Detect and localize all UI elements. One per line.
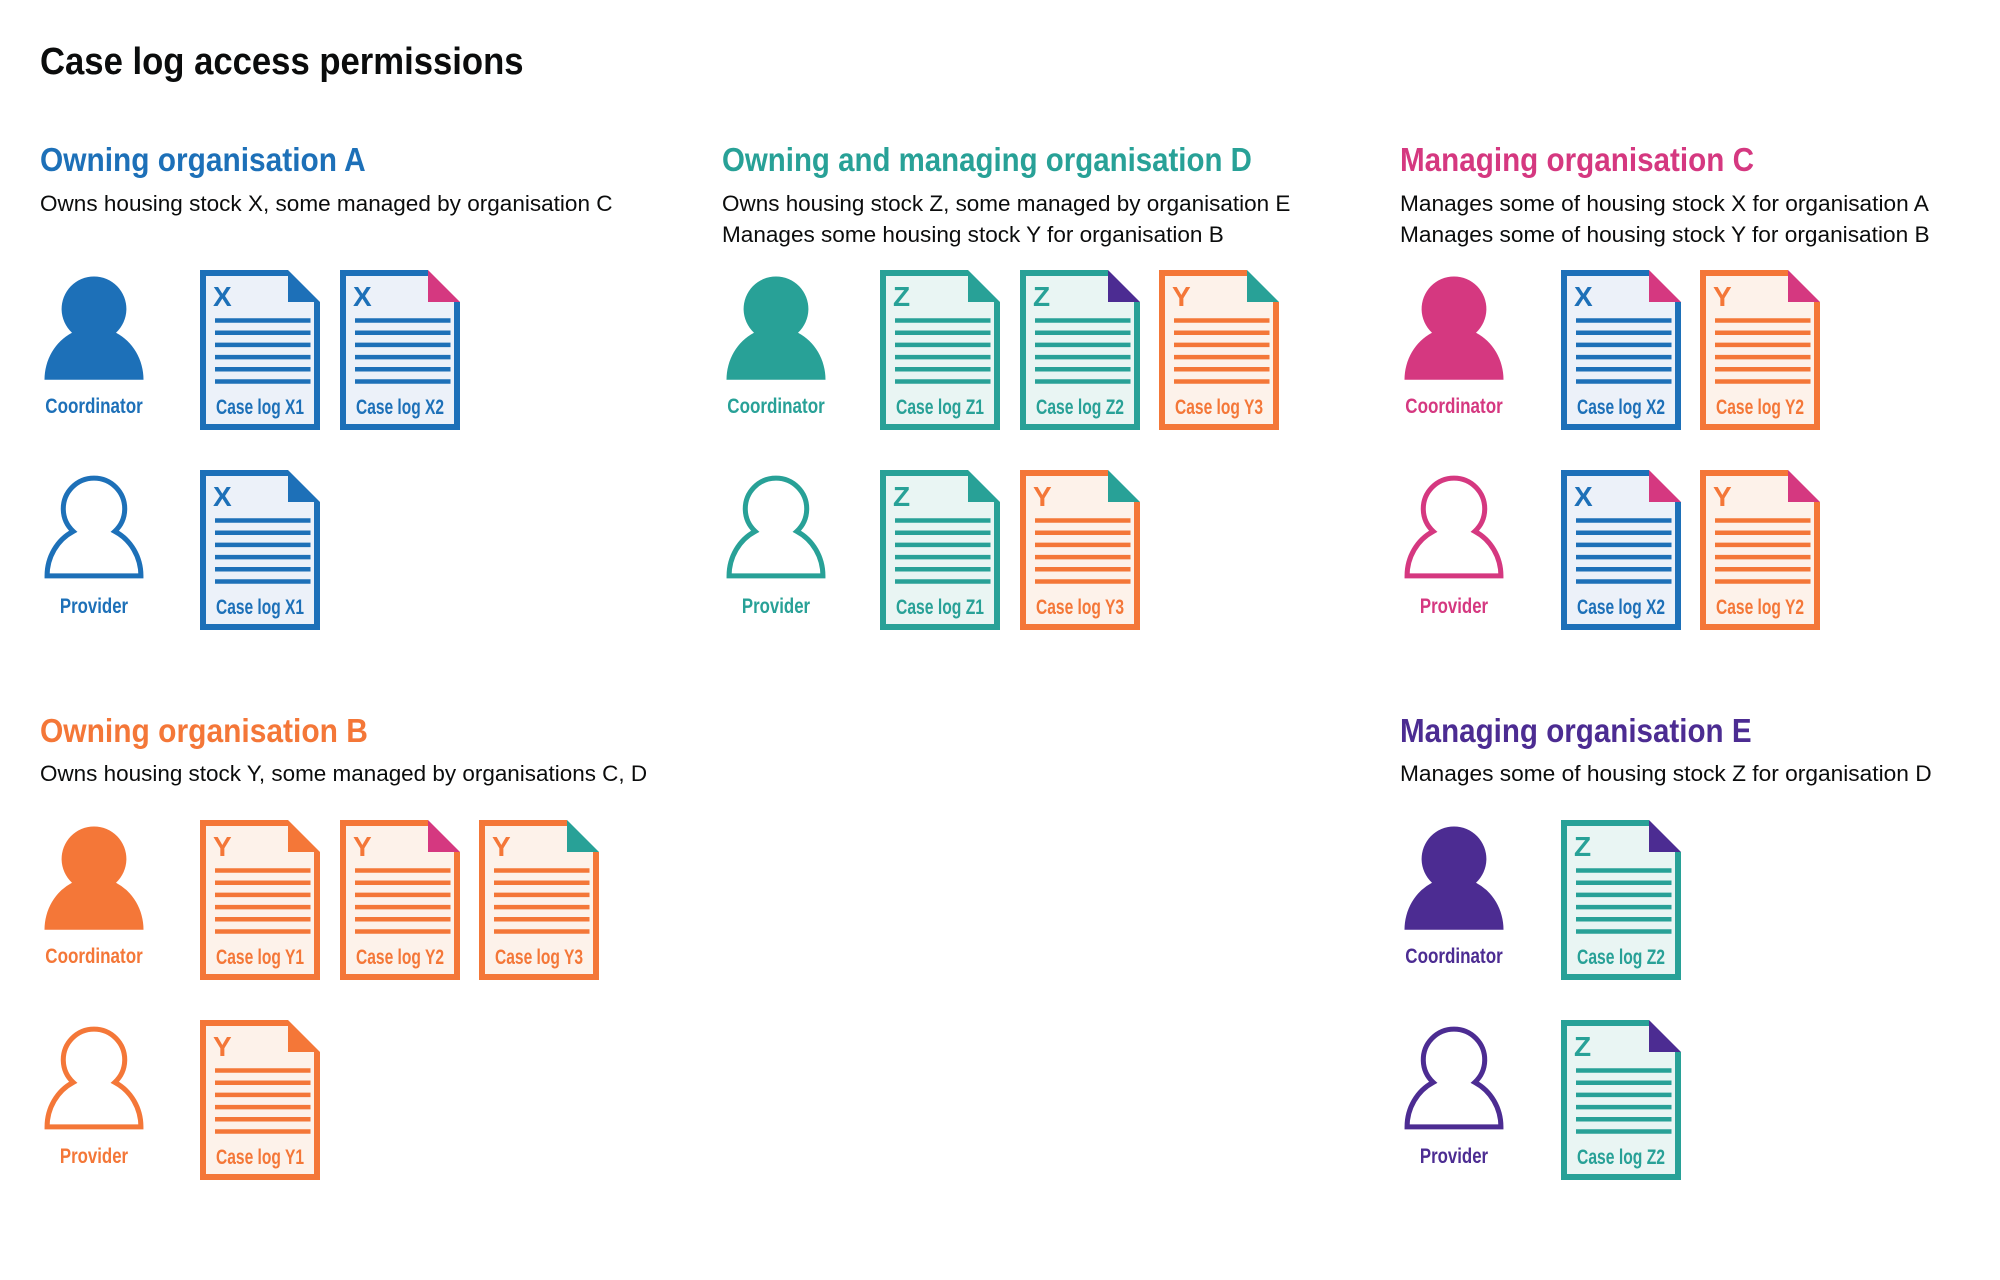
svg-text:Case log X1: Case log X1: [216, 396, 304, 419]
svg-text:Case log Z2: Case log Z2: [1577, 946, 1665, 969]
svg-text:Case log Z2: Case log Z2: [1036, 396, 1124, 419]
svg-text:Z: Z: [893, 281, 910, 312]
svg-text:X: X: [353, 281, 372, 312]
svg-text:Case log Z1: Case log Z1: [896, 596, 984, 619]
svg-text:X: X: [1574, 481, 1593, 512]
svg-text:Case log X2: Case log X2: [1577, 396, 1665, 419]
svg-text:Case log Y2: Case log Y2: [356, 946, 444, 969]
svg-text:X: X: [1574, 281, 1593, 312]
svg-text:Case log X2: Case log X2: [1577, 596, 1665, 619]
svg-text:Case log Y3: Case log Y3: [1175, 396, 1263, 419]
svg-text:Y: Y: [1033, 481, 1052, 512]
svg-text:Y: Y: [492, 831, 511, 862]
svg-text:Y: Y: [353, 831, 372, 862]
svg-text:Case log Y3: Case log Y3: [1036, 596, 1124, 619]
svg-text:Y: Y: [1713, 281, 1732, 312]
svg-text:Case log Y2: Case log Y2: [1716, 396, 1804, 419]
svg-text:Case log X1: Case log X1: [216, 596, 304, 619]
svg-text:Case log Y3: Case log Y3: [495, 946, 583, 969]
svg-text:Y: Y: [213, 831, 232, 862]
svg-text:Case log Y2: Case log Y2: [1716, 596, 1804, 619]
svg-text:Case log Z1: Case log Z1: [896, 396, 984, 419]
svg-text:Z: Z: [1033, 281, 1050, 312]
svg-text:Case log Z2: Case log Z2: [1577, 1146, 1665, 1169]
svg-text:X: X: [213, 281, 232, 312]
svg-text:Y: Y: [213, 1031, 232, 1062]
svg-text:Case log X2: Case log X2: [356, 396, 444, 419]
svg-text:Z: Z: [1574, 1031, 1591, 1062]
svg-text:Z: Z: [893, 481, 910, 512]
svg-text:Y: Y: [1713, 481, 1732, 512]
svg-text:Y: Y: [1172, 281, 1191, 312]
svg-text:Z: Z: [1574, 831, 1591, 862]
svg-text:Case log Y1: Case log Y1: [216, 946, 304, 969]
svg-text:X: X: [213, 481, 232, 512]
svg-text:Case log Y1: Case log Y1: [216, 1146, 304, 1169]
